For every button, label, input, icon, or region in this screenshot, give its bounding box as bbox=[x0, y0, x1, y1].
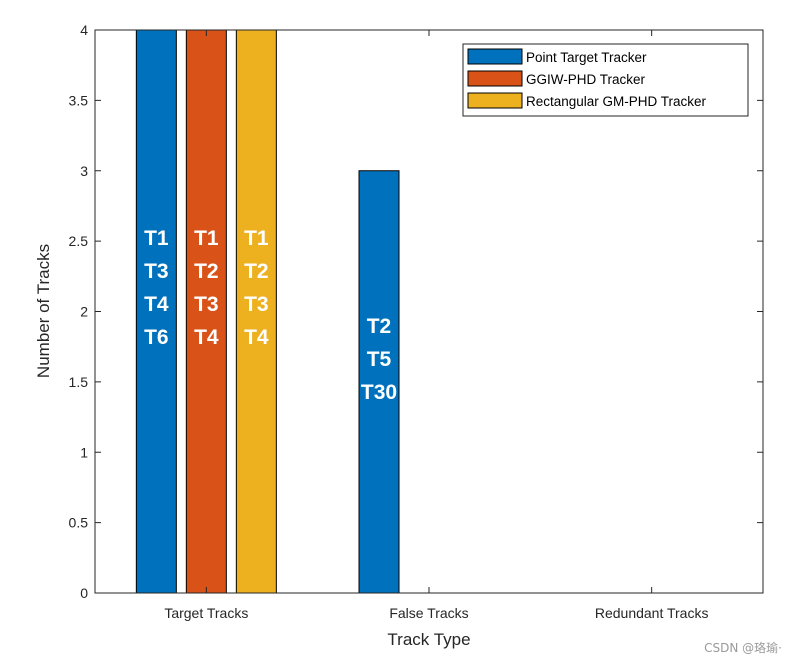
legend-swatch bbox=[467, 70, 523, 87]
bar bbox=[235, 29, 277, 594]
legend-swatch bbox=[467, 48, 523, 65]
legend-entry-label: Point Target Tracker bbox=[526, 50, 647, 65]
y-tick-label: 2.5 bbox=[69, 233, 89, 249]
bar-data-label: T4 bbox=[144, 293, 169, 316]
legend: Point Target Tracker GGIW-PHD Tracker Rect… bbox=[462, 43, 749, 117]
bar-data-label: T30 bbox=[361, 381, 397, 404]
y-tick-label: 3.5 bbox=[69, 92, 89, 108]
x-axis: Target Tracks False Tracks Redundant Track… bbox=[164, 30, 708, 621]
bar-data-label: T3 bbox=[194, 293, 219, 316]
bar-data-label: T3 bbox=[144, 260, 169, 283]
y-axis: 0 0.5 1 1.5 2 2.5 3 3.5 4 bbox=[69, 22, 763, 601]
bar-labels-layer: T1 T3 T4 T6 T1 T2 T3 T4 T1 T2 T3 T4 T2 T5 T30 bbox=[144, 227, 397, 404]
x-tick-label: Redundant Tracks bbox=[595, 605, 709, 621]
bar bbox=[135, 29, 177, 594]
legend-entry-label: GGIW-PHD Tracker bbox=[526, 72, 646, 87]
bar-data-label: T1 bbox=[144, 227, 169, 250]
bar-data-label: T1 bbox=[194, 227, 219, 250]
legend-entry-label: Rectangular GM-PHD Tracker bbox=[526, 94, 707, 109]
bar-data-label: T2 bbox=[194, 260, 219, 283]
x-tick-label: Target Tracks bbox=[164, 605, 248, 621]
x-tick-label: False Tracks bbox=[389, 605, 468, 621]
x-axis-label: Track Type bbox=[387, 630, 470, 649]
bar-data-label: T2 bbox=[244, 260, 269, 283]
y-tick-label: 0 bbox=[80, 585, 88, 601]
bar-data-label: T3 bbox=[244, 293, 269, 316]
legend-swatch bbox=[467, 92, 523, 109]
y-tick-label: 1 bbox=[80, 444, 88, 460]
watermark-text: CSDN @珞瑜· bbox=[704, 641, 782, 655]
bar-data-label: T2 bbox=[367, 315, 392, 338]
y-tick-label: 3 bbox=[80, 163, 88, 179]
y-axis-label: Number of Tracks bbox=[34, 244, 53, 378]
bars-layer bbox=[135, 29, 400, 594]
bar-data-label: T5 bbox=[367, 348, 392, 371]
bar-data-label: T4 bbox=[244, 326, 269, 349]
y-tick-label: 2 bbox=[80, 304, 88, 320]
y-tick-label: 4 bbox=[80, 22, 88, 38]
y-tick-label: 1.5 bbox=[69, 374, 89, 390]
y-tick-label: 0.5 bbox=[69, 515, 89, 531]
bar-data-label: T4 bbox=[194, 326, 219, 349]
bar-data-label: T6 bbox=[144, 326, 169, 349]
bar-data-label: T1 bbox=[244, 227, 269, 250]
